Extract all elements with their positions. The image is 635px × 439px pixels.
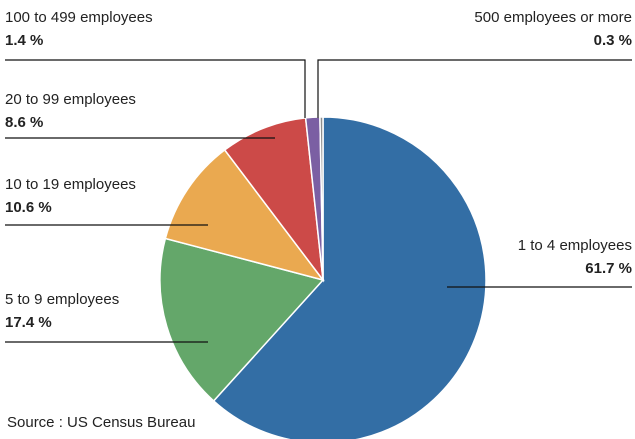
slice-label: 20 to 99 employees — [5, 91, 136, 108]
leader-line — [5, 59, 306, 118]
slice-label: 500 employees or more — [474, 9, 632, 26]
pie-slice — [164, 148, 325, 282]
pie-slice — [159, 237, 325, 402]
leader-line — [317, 59, 632, 118]
slice-value: 61.7 % — [585, 260, 632, 277]
pie-slice — [319, 116, 324, 281]
pie-slice — [223, 117, 325, 283]
source-note: Source : US Census Bureau — [7, 414, 195, 431]
slice-value: 8.6 % — [5, 114, 43, 131]
slice-label: 100 to 499 employees — [5, 9, 153, 26]
pie-slice — [212, 116, 487, 439]
slice-value: 0.3 % — [594, 32, 632, 49]
slice-label: 5 to 9 employees — [5, 291, 119, 308]
slice-value: 1.4 % — [5, 32, 43, 49]
slice-label: 10 to 19 employees — [5, 176, 136, 193]
slice-value: 17.4 % — [5, 314, 52, 331]
slice-value: 10.6 % — [5, 199, 52, 216]
slice-label: 1 to 4 employees — [518, 237, 632, 254]
